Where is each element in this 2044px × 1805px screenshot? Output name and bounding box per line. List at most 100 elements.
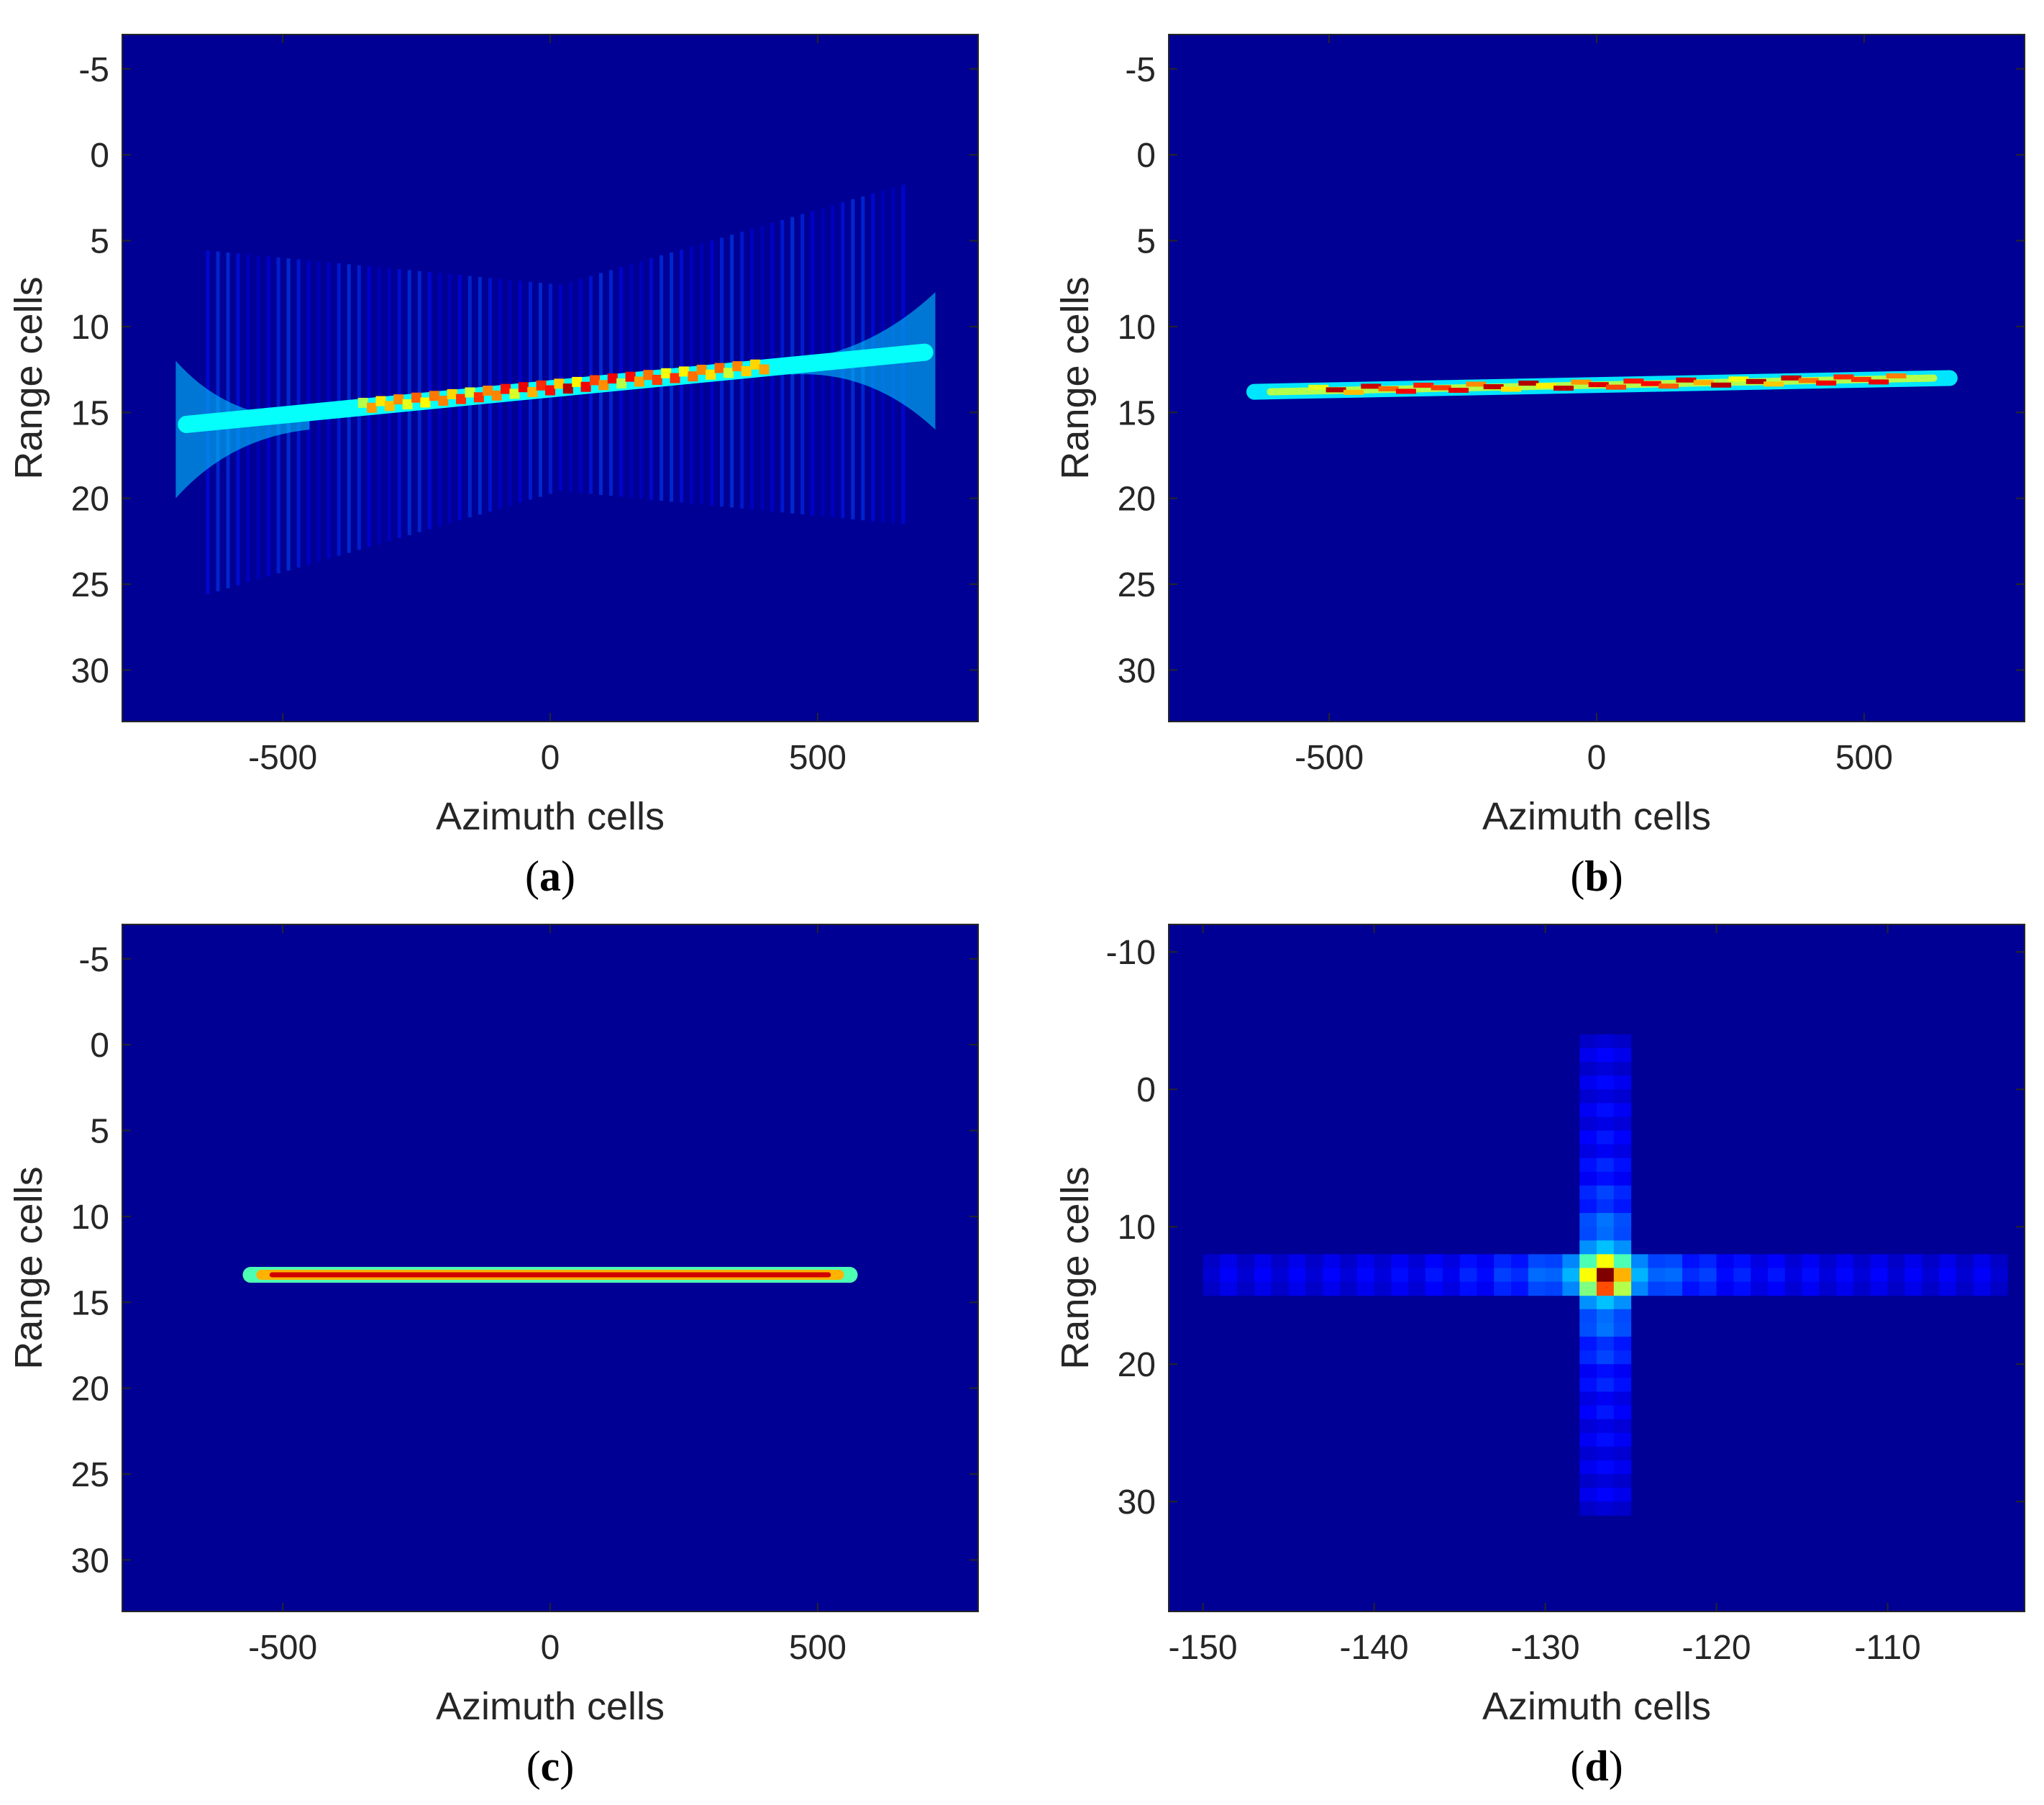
peak-cell — [411, 392, 422, 403]
sidelobe-cell — [1630, 1254, 1648, 1268]
sidelobe-cell — [1597, 1364, 1615, 1378]
sidelobe-cell — [1939, 1268, 1957, 1283]
sidelobe-cell — [1613, 1488, 1632, 1502]
sidelobe-cell — [1597, 1185, 1615, 1200]
peak-cell — [1781, 375, 1802, 381]
sidelobe-cell — [1597, 1460, 1615, 1475]
sidelobe-cell — [1340, 1254, 1358, 1268]
peak-cell — [1466, 381, 1487, 387]
sidelobe-cell — [1597, 1322, 1615, 1337]
sidelobe-cell — [1665, 1254, 1683, 1268]
sidelobe-cell — [1682, 1268, 1700, 1283]
sidelobe-cell — [1597, 1405, 1615, 1420]
peak-cell — [1728, 376, 1749, 382]
sidelobe-cell — [1408, 1254, 1426, 1268]
sidelobe-cell — [1579, 1047, 1597, 1063]
sidelobe-cell — [1613, 1185, 1632, 1200]
panel-c: -500 0 500 -5 0 5 10 15 20 25 30 Azimuth cells Range… — [7, 924, 979, 1790]
peak-cell — [536, 380, 547, 391]
sidelobe-cell — [1254, 1254, 1272, 1268]
sidelobe-cell — [1597, 1062, 1615, 1076]
sidelobe-cell — [1665, 1281, 1683, 1296]
peak-cell — [1343, 389, 1364, 395]
heatmap-d — [1203, 1034, 2008, 1516]
peak-cell — [1501, 386, 1521, 392]
sidelobe-cell — [1425, 1268, 1443, 1283]
sidelobe-cell — [1613, 1171, 1632, 1186]
sidelobe-cell — [1579, 1446, 1597, 1461]
sidelobe-cell — [1716, 1268, 1734, 1283]
sidelobe-cell — [1597, 1034, 1615, 1049]
sidelobe-cell — [1220, 1254, 1238, 1268]
peak-cell — [1326, 387, 1346, 393]
sidelobe-cell — [1733, 1268, 1751, 1283]
sidelobe-cell — [1613, 1309, 1632, 1324]
peak-cell — [634, 376, 644, 387]
sidelobe-cell — [1648, 1254, 1666, 1268]
x-axis-label: Azimuth cells — [1482, 1685, 1711, 1728]
mainlobe-cell — [1579, 1281, 1597, 1296]
peak-cell — [357, 397, 368, 408]
sidelobe-cell — [1597, 1337, 1615, 1351]
x-tick-label: 0 — [1587, 739, 1607, 777]
sidelobe-cell — [1271, 1254, 1290, 1268]
peak-cell — [1606, 384, 1627, 390]
peak-cell — [473, 392, 484, 403]
x-tick-label: 500 — [1835, 739, 1893, 777]
peak-cell — [1413, 382, 1434, 388]
sidelobe-cell — [1613, 1117, 1632, 1131]
heatmap-b — [1246, 370, 1958, 400]
sidelobe-cell — [1220, 1281, 1238, 1296]
peak-cell — [1711, 382, 1732, 388]
peak-cell — [696, 364, 707, 375]
peak-cell — [1431, 385, 1451, 391]
sidelobe-cell — [1579, 1295, 1597, 1310]
sidelobe-cell — [1613, 1474, 1632, 1488]
y-tick-label: 25 — [71, 1456, 109, 1494]
sidelobe-cell — [1613, 1144, 1632, 1159]
peak-cell — [652, 375, 662, 386]
sidelobe-cell — [1682, 1281, 1700, 1296]
sidelobe-cell — [1323, 1254, 1341, 1268]
sidelobe-cell — [1391, 1281, 1409, 1296]
sidelobe-cell — [1922, 1268, 1940, 1283]
y-tick-label: 0 — [1136, 137, 1156, 175]
sidelobe-cell — [1768, 1281, 1786, 1296]
sidelobe-cell — [1956, 1268, 1974, 1283]
peak-cell — [625, 371, 636, 382]
sidelobe-cell — [1323, 1268, 1341, 1283]
sidelobe-cell — [1597, 1076, 1615, 1090]
sidelobe-cell — [1733, 1281, 1751, 1296]
x-tick-label: -120 — [1682, 1629, 1751, 1667]
sidelobe-cell — [1597, 1227, 1615, 1241]
mainlobe-cell — [1597, 1268, 1615, 1283]
x-tick-label: -150 — [1169, 1629, 1238, 1667]
sidelobe-cell — [1579, 1034, 1597, 1049]
sidelobe-cell — [1254, 1281, 1272, 1296]
sidelobe-cell — [1956, 1254, 1974, 1268]
sidelobe-cell — [1425, 1281, 1443, 1296]
sidelobe-cell — [1733, 1254, 1751, 1268]
y-tick-label: 5 — [1136, 223, 1156, 261]
sidelobe-cell — [1613, 1322, 1632, 1337]
sidelobe-cell — [1630, 1281, 1648, 1296]
panel-a: -500 0 500 -5 0 5 10 15 20 25 30 Azimuth cells Range… — [7, 34, 979, 900]
sidelobe-cell — [1613, 1158, 1632, 1173]
peak-cell — [670, 373, 680, 383]
sidelobe-cell — [1939, 1281, 1957, 1296]
peak-cell — [598, 380, 609, 391]
sidelobe-cell — [1665, 1268, 1683, 1283]
peak-cell — [501, 383, 511, 394]
sidelobe-cell — [1356, 1281, 1375, 1296]
x-tick-label: -500 — [248, 1629, 317, 1667]
y-tick-label: 5 — [90, 223, 109, 261]
sidelobe-cell — [1323, 1281, 1341, 1296]
sidelobe-cell — [1802, 1268, 1820, 1283]
sidelobe-cell — [1408, 1268, 1426, 1283]
y-tick-label: 15 — [71, 1284, 109, 1322]
sidelobe-cell — [1597, 1130, 1615, 1145]
sidelobe-cell — [1459, 1254, 1477, 1268]
sidelobe-cell — [1597, 1295, 1615, 1310]
sidelobe-cell — [1699, 1254, 1717, 1268]
